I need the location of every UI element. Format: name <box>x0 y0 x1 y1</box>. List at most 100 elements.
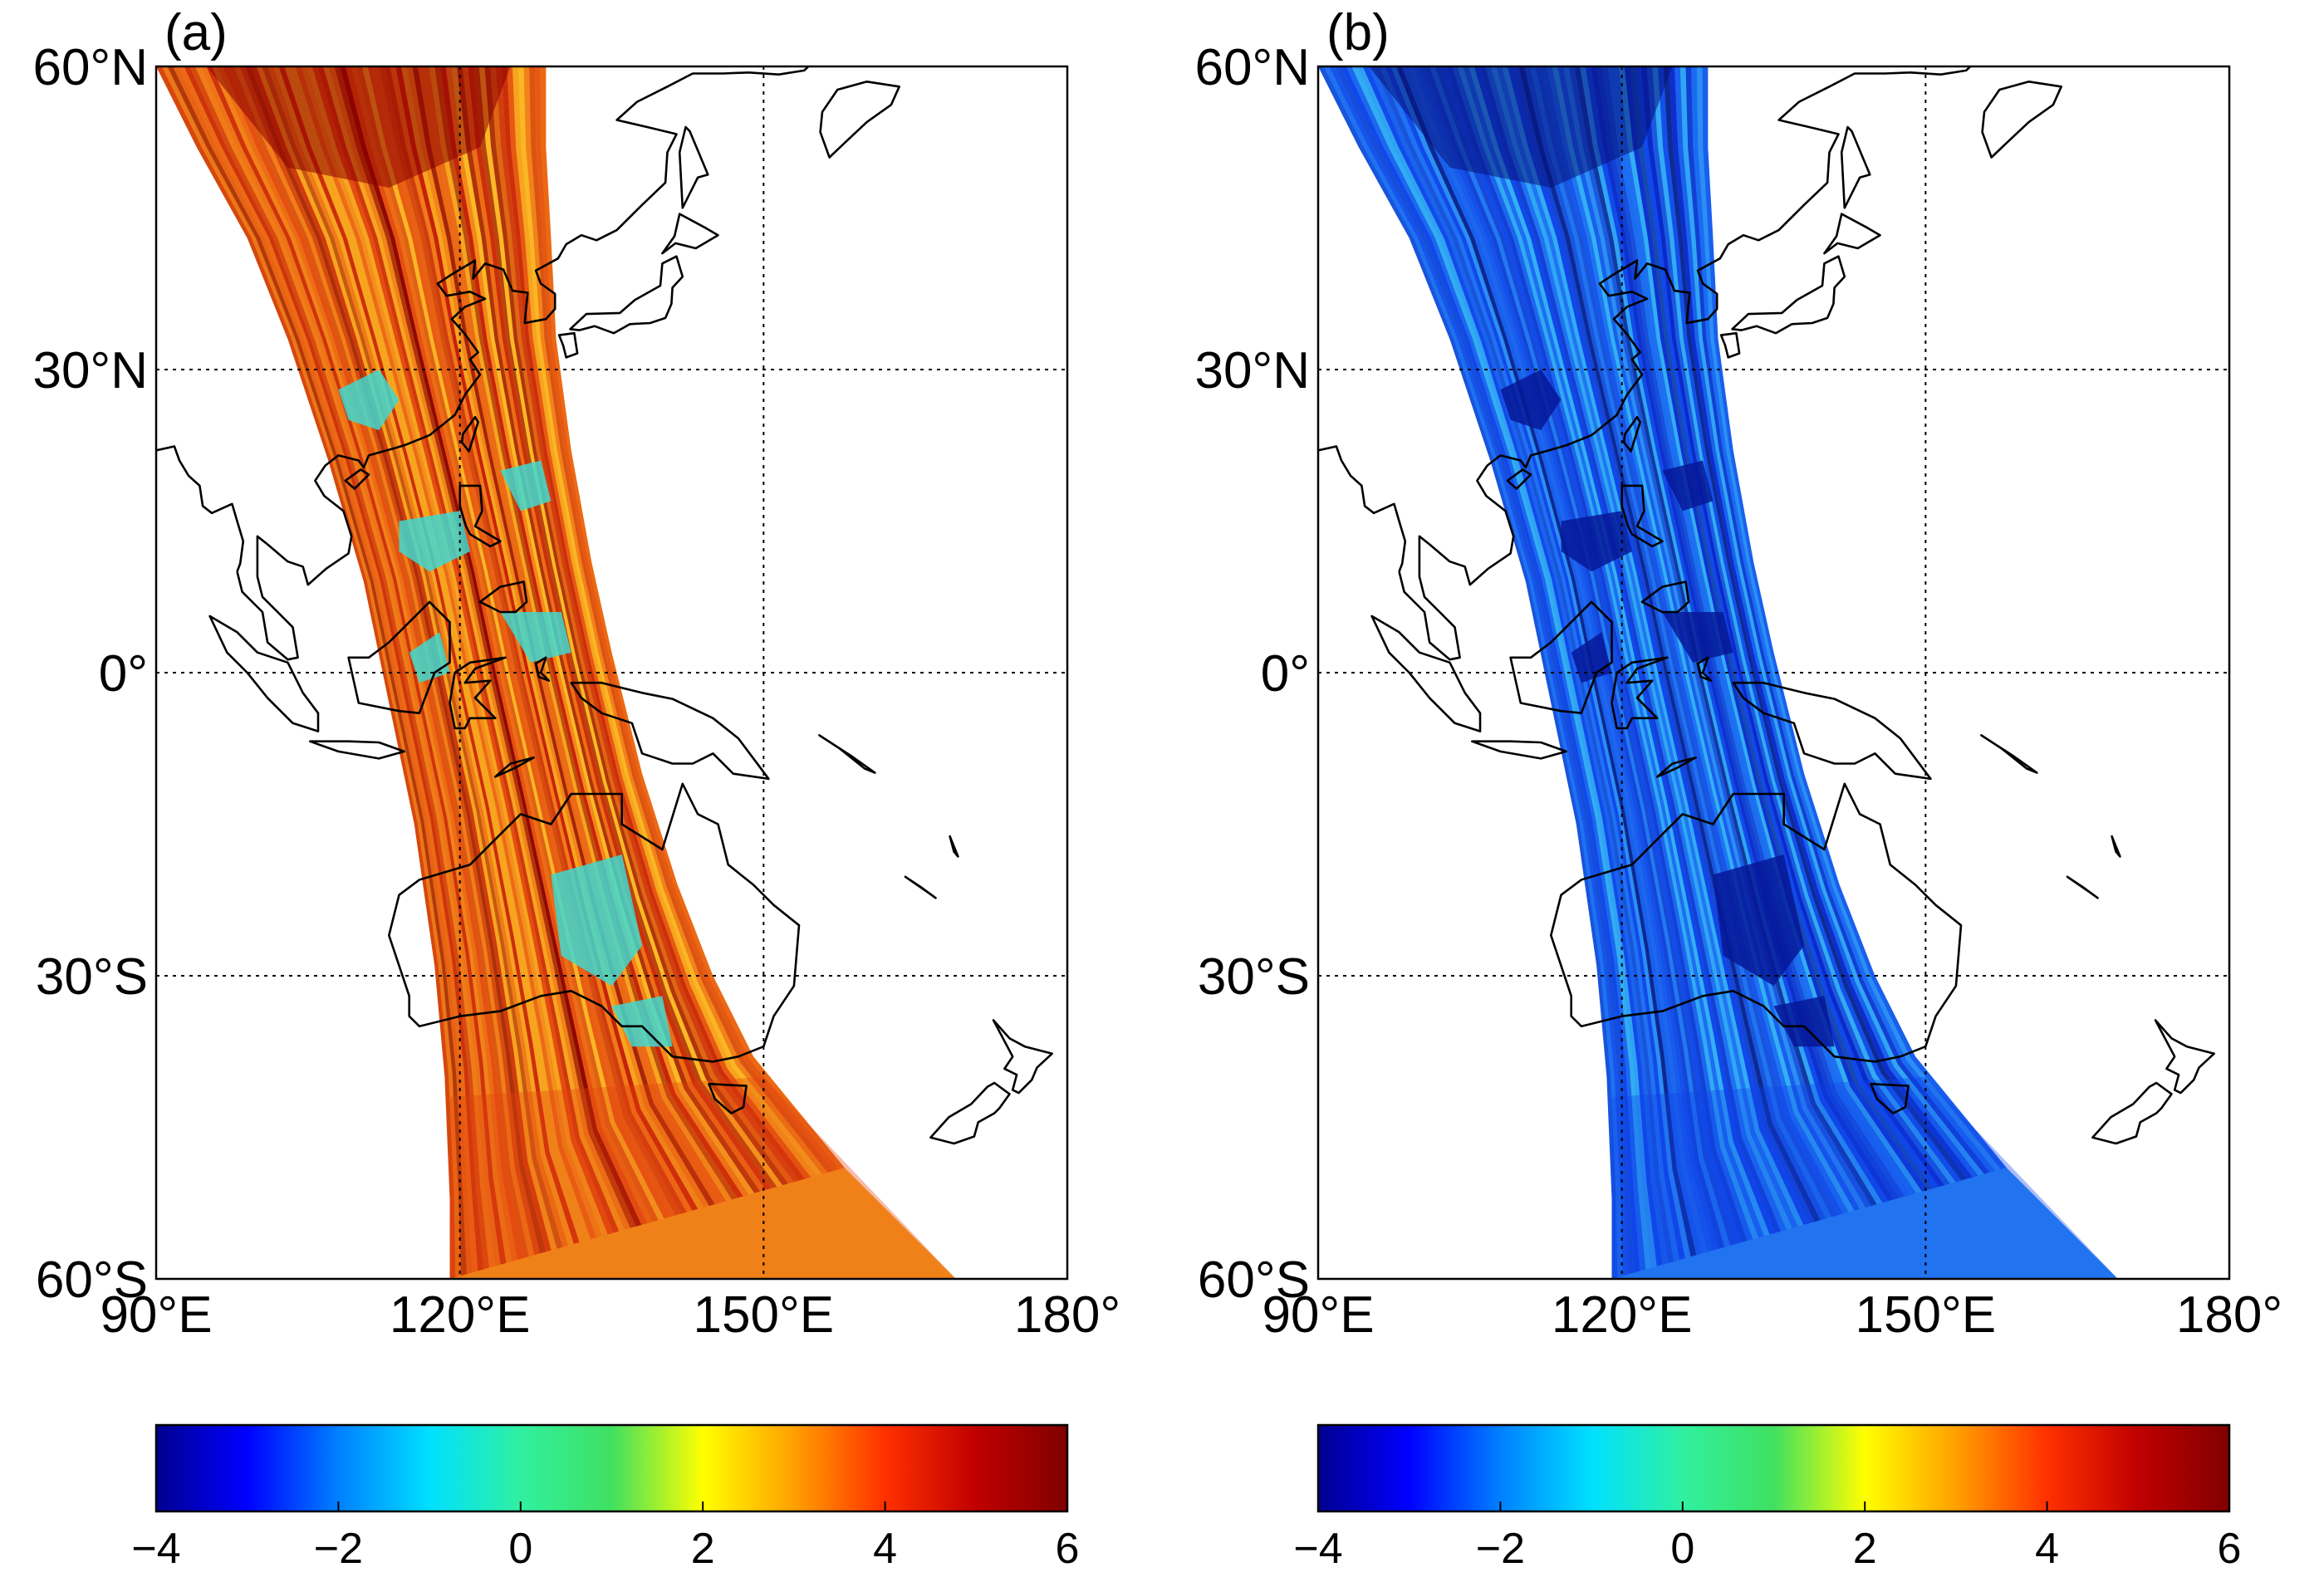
swath-streak <box>1418 66 1719 1251</box>
colorbar-tick-label: 6 <box>1056 1525 1080 1573</box>
swath-streak <box>1702 66 2007 1170</box>
lon-tick-label: 180° <box>1014 1286 1120 1344</box>
swath-streak <box>1541 66 1843 1216</box>
swath-streak <box>1513 66 1815 1224</box>
coast-philippines-luzon <box>1620 484 1664 548</box>
map-frame <box>154 65 1069 1281</box>
coast-java <box>1470 740 1567 760</box>
anomaly-patch <box>1713 855 1805 987</box>
lat-tick-label: 60°N <box>32 39 148 96</box>
coast-sulawesi <box>1611 656 1669 730</box>
swath-streak <box>301 66 602 1238</box>
panel-label: (a) <box>164 4 228 61</box>
colorbar-tick-label: 6 <box>2218 1525 2242 1573</box>
swath-patch-south <box>449 1076 956 1279</box>
coast-asia-west <box>1318 445 1407 572</box>
anomaly-patch <box>611 996 673 1047</box>
panel-b: (b) 60°N 30°N 0° 30°S 60°S 90°E 120°E 150°E 180° −… <box>1162 0 2324 1582</box>
colorbar-tick-label: 2 <box>691 1525 715 1573</box>
coast-tasmania <box>708 1082 748 1114</box>
lat-tick-label: 0° <box>1261 645 1310 703</box>
lat-tick-label: 60°S <box>1198 1251 1310 1309</box>
lon-tick-label: 180° <box>2176 1286 2282 1344</box>
map-figure-a: (a) 60°N 30°N 0° 30°S 60°S90°E 120°E 150°E 180° −… <box>32 4 1120 1573</box>
coast-sakhalin <box>678 125 709 209</box>
coast-hainan <box>1506 468 1532 490</box>
panel-a: (a) 60°N 30°N 0° 30°S 60°S 90°E 120°E 150°E 180° −… <box>32 4 1120 1573</box>
swath-streak <box>245 66 546 1254</box>
coast-sumatra <box>1370 615 1482 732</box>
coast-taiwan <box>460 415 479 453</box>
colorbar <box>1316 1423 2231 1513</box>
lon-tick-label: 150°E <box>1856 1286 1997 1344</box>
coast-japan-kyushu <box>557 331 579 359</box>
anomaly-patch <box>1662 460 1714 512</box>
coast-sumatra <box>208 615 320 732</box>
colorbar-tick-label: 4 <box>873 1525 897 1573</box>
coast-new-guinea <box>570 681 770 781</box>
colorbar-tick-label: −4 <box>1293 1525 1342 1573</box>
lat-tick-label: 30°S <box>1198 948 1310 1006</box>
coast-japan-hokkaido <box>1823 213 1881 255</box>
coast-tasmania <box>1870 1082 1910 1114</box>
coast-nz-north <box>2154 1019 2215 1095</box>
swath-streak <box>1407 66 1708 1254</box>
coast-japan-honshu <box>569 255 684 335</box>
swath-streak <box>1496 66 1798 1228</box>
coast-japan-honshu <box>1731 255 1846 335</box>
coast-timor <box>1655 756 1697 778</box>
lon-tick-label: 90°E <box>1262 1286 1374 1344</box>
coast-japan-kyushu <box>1719 331 1741 359</box>
swath-streak <box>251 66 552 1252</box>
coast-sakhalin <box>1840 125 1871 209</box>
coast-taiwan <box>1622 415 1641 453</box>
anomaly-patch <box>551 855 643 987</box>
coast-kamchatka <box>819 81 900 159</box>
coast-asia-west <box>156 445 245 572</box>
coast-solomon <box>818 734 876 774</box>
swath-streak <box>334 66 636 1228</box>
swath-streak <box>379 66 681 1216</box>
swath-patch-south <box>1611 1076 2118 1279</box>
lat-tick-label: 30°N <box>1194 342 1310 399</box>
colorbar-tick-label: 0 <box>1670 1525 1694 1573</box>
swath-streak <box>1535 66 1838 1217</box>
anomaly-patch <box>500 460 552 512</box>
lat-tick-label: 60°N <box>1194 39 1310 96</box>
coast-borneo <box>1509 600 1613 715</box>
colorbar-tick-label: 0 <box>508 1525 532 1573</box>
anomaly-patch <box>338 370 400 430</box>
coast-halmahera <box>1696 656 1713 683</box>
anomaly-patch <box>500 612 571 663</box>
lon-tick-label: 90°E <box>100 1286 212 1344</box>
lat-tick-label: 30°S <box>36 948 148 1006</box>
lon-tick-label: 120°E <box>1552 1286 1693 1344</box>
anomaly-patch <box>1561 511 1632 572</box>
swath-streak <box>373 66 676 1217</box>
swath-streak <box>262 66 563 1249</box>
coast-sulawesi <box>449 656 507 730</box>
lat-tick-label: 30°N <box>32 342 148 399</box>
coast-philippines-luzon <box>458 484 502 548</box>
colorbar-tick-label: −2 <box>1476 1525 1525 1573</box>
coast-philippines-mindanao <box>1640 580 1690 614</box>
colorbar-tick-label: −2 <box>314 1525 363 1573</box>
coast-nz-north <box>992 1019 1053 1095</box>
coast-philippines-mindanao <box>478 580 528 614</box>
coast-halmahera <box>534 656 551 683</box>
coast-new-guinea <box>1732 681 1932 781</box>
coast-vanuatu <box>2111 835 2121 858</box>
anomaly-patch <box>1773 996 1835 1047</box>
swath-patch-north <box>206 66 511 188</box>
panel-label: (b) <box>1326 4 1390 61</box>
colorbar-tick-label: 2 <box>1853 1525 1877 1573</box>
colorbar <box>154 1423 1069 1513</box>
swath-streak <box>356 66 659 1222</box>
anomaly-patch <box>399 511 470 572</box>
coast-borneo <box>347 600 451 715</box>
swath-streak <box>1518 66 1821 1222</box>
swath-streak <box>1468 66 1770 1237</box>
swath-streak <box>1413 66 1714 1252</box>
graticule <box>156 66 1067 1279</box>
lat-tick-label: 60°S <box>36 1251 148 1309</box>
